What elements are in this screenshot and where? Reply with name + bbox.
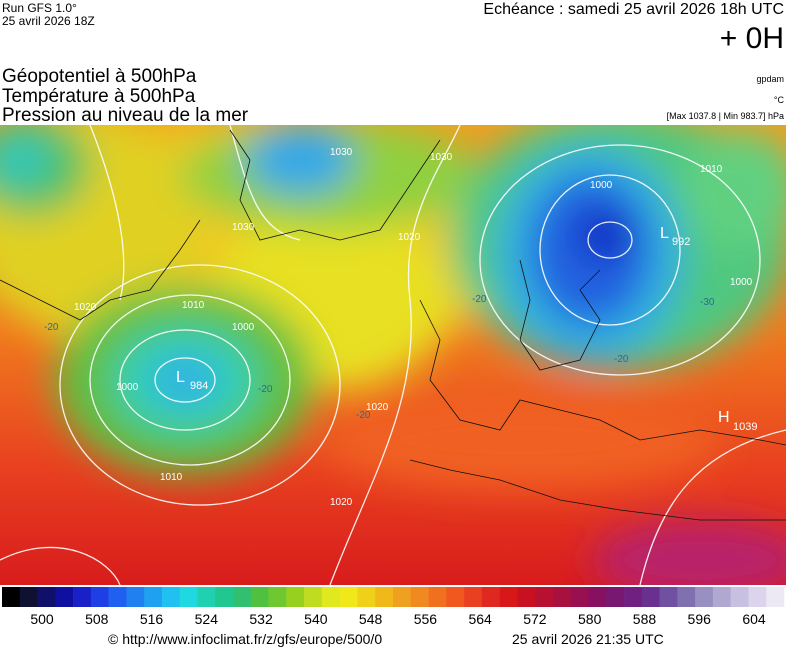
run-date: 25 avril 2026 18Z (2, 14, 95, 28)
colorbar-label: 564 (468, 611, 492, 627)
colorbar-swatch (90, 587, 109, 607)
colorbar-swatch (446, 587, 465, 607)
colorbar-swatch (677, 587, 696, 607)
colorbar-swatch (108, 587, 127, 607)
colorbar-swatch (641, 587, 660, 607)
colorbar-swatch (606, 587, 625, 607)
colorbar-label: 572 (523, 611, 547, 627)
isotherm-label: -20 (472, 294, 487, 305)
colorbar-swatch (339, 587, 358, 607)
isotherm-label: -20 (356, 410, 371, 421)
unit-temperature: °C (774, 95, 785, 105)
colorbar-swatch (570, 587, 589, 607)
isotherm-label: -20 (614, 354, 629, 365)
isobar-label: 1030 (430, 152, 453, 163)
colorbar-label: 524 (195, 611, 219, 627)
low-letter: L (176, 369, 185, 386)
colorbar-label: 604 (742, 611, 766, 627)
echeance: Echéance : samedi 25 avril 2026 18h UTC (483, 1, 784, 18)
isobar-label: 1020 (74, 302, 97, 313)
isobar-label: 1020 (366, 402, 389, 413)
isotherm-label: -20 (258, 384, 273, 395)
colorbar-swatch (37, 587, 56, 607)
colorbar-swatch (481, 587, 500, 607)
isobar-label: 1020 (330, 497, 353, 508)
colorbar-label: 540 (304, 611, 328, 627)
colorbar-label: 548 (359, 611, 383, 627)
colorbar-swatch (197, 587, 216, 607)
colorbar-swatch (517, 587, 536, 607)
colorbar-swatch (375, 587, 394, 607)
isobar-label: 1000 (232, 322, 255, 333)
colorbar-swatch (55, 587, 74, 607)
colorbar-swatch (321, 587, 340, 607)
isobar-label: 1000 (730, 277, 753, 288)
colorbar-label: 588 (633, 611, 657, 627)
colorbar-swatch (19, 587, 38, 607)
isotherm-label: -20 (44, 322, 59, 333)
isobar-label: 1000 (116, 382, 139, 393)
colorbar-swatch (215, 587, 234, 607)
isobar-label: 1020 (398, 232, 421, 243)
colorbar-label: 596 (688, 611, 712, 627)
colorbar-label: 516 (140, 611, 164, 627)
colorbar-label: 508 (85, 611, 109, 627)
layer-2: Température à 500hPa (2, 86, 196, 107)
colorbar-swatch (695, 587, 714, 607)
colorbar-label: 500 (30, 611, 54, 627)
isotherm-label: -30 (700, 297, 715, 308)
colorbar-label: 580 (578, 611, 602, 627)
colorbar-swatch (393, 587, 412, 607)
low-value: 992 (672, 236, 690, 248)
colorbar-swatch (535, 587, 554, 607)
colorbar-swatch (144, 587, 163, 607)
isobar-label: 1010 (182, 300, 205, 311)
colorbar-swatch (357, 587, 376, 607)
colorbar-swatch (268, 587, 287, 607)
colorbar-label: 556 (414, 611, 438, 627)
isobar-label: 1010 (160, 472, 183, 483)
colorbar-swatch (766, 587, 785, 607)
colorbar-swatch (464, 587, 483, 607)
colorbar-swatch (2, 587, 21, 607)
colorbar-swatch (126, 587, 145, 607)
colorbar-swatch (161, 587, 181, 607)
colorbar-swatch (250, 587, 269, 607)
colorbar-swatch (624, 587, 643, 607)
colorbar-swatch (712, 587, 731, 607)
isobar-label: 1000 (590, 180, 613, 191)
unit-geopotential: gpdam (756, 74, 784, 84)
offset: + 0H (720, 22, 784, 55)
low-value: 984 (190, 380, 208, 392)
source-url: © http://www.infoclimat.fr/z/gfs/europe/… (108, 631, 382, 647)
colorbar-swatch (179, 587, 198, 607)
high-value: 1039 (733, 421, 757, 433)
high-letter: H (718, 409, 730, 426)
unit-pressure: [Max 1037.8 | Min 983.7] hPa (667, 111, 784, 121)
colorbar-swatch (730, 587, 749, 607)
colorbar-swatch (499, 587, 518, 607)
colorbar-swatch (552, 587, 572, 607)
colorbar-swatch (73, 587, 92, 607)
low-letter: L (660, 225, 669, 242)
colorbar-swatch (659, 587, 678, 607)
colorbar-swatch (748, 587, 767, 607)
isobar-label: 1030 (232, 222, 255, 233)
colorbar-swatch (286, 587, 305, 607)
layer-1: Géopotentiel à 500hPa (2, 66, 197, 87)
colorbar-swatch (410, 587, 429, 607)
generated-time: 25 avril 2026 21:35 UTC (512, 631, 664, 647)
colorbar-swatch (304, 587, 323, 607)
isobar-label: 1030 (330, 147, 353, 158)
colorbar-swatch (428, 587, 447, 607)
run-label: Run GFS 1.0° (2, 1, 77, 15)
layer-3: Pression au niveau de la mer (2, 105, 249, 126)
colorbar-swatch (233, 587, 252, 607)
isobar-label: 1010 (700, 164, 723, 175)
colorbar-swatch (588, 587, 607, 607)
colorbar-label: 532 (249, 611, 273, 627)
